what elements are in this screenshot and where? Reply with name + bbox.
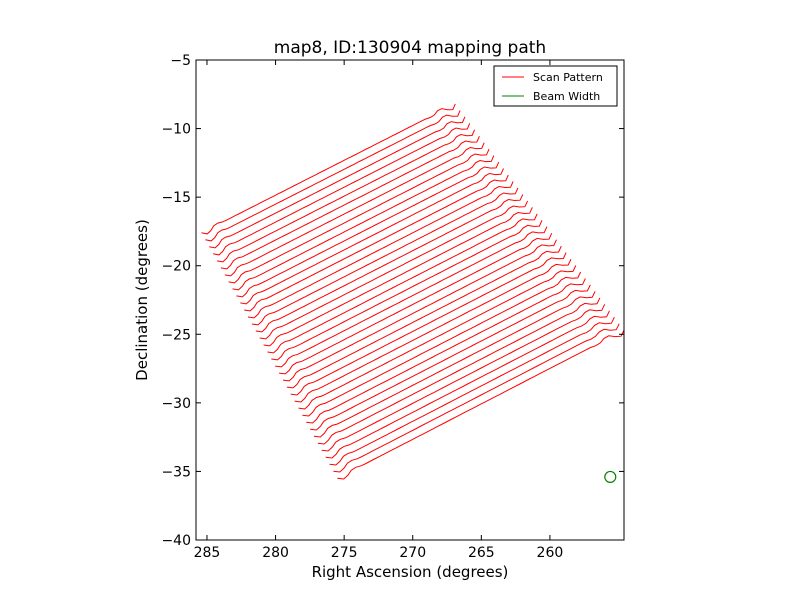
scan-line [263, 207, 533, 347]
x-tick-label: 275 [331, 545, 358, 561]
scan-line [271, 220, 543, 361]
scan-line [209, 116, 466, 249]
scan-line [321, 304, 606, 452]
beam-circle [604, 470, 617, 484]
legend-label-scan: Scan Pattern [533, 71, 603, 84]
y-tick-label: −40 [161, 533, 191, 549]
plot-frame [195, 59, 625, 541]
legend-label-beam: Beam Width [533, 90, 600, 103]
scan-line [302, 271, 582, 417]
scan-line [232, 155, 495, 291]
scan-line [224, 142, 485, 277]
scan-line [259, 200, 529, 340]
scan-line [205, 110, 461, 242]
y-axis: −5 −10 −15 −20 −25 −30 −35 −40 [161, 53, 624, 549]
scan-line [236, 161, 500, 298]
scan-pattern [201, 103, 624, 480]
scan-line [294, 258, 572, 403]
x-tick-label: 285 [194, 545, 221, 561]
x-tick-label: 265 [468, 545, 495, 561]
chart-title: map8, ID:130904 mapping path [274, 38, 546, 58]
y-tick-label: −20 [161, 259, 191, 275]
scan-line [251, 187, 519, 326]
scan-line [267, 213, 538, 354]
beam-width [604, 470, 617, 484]
scan-line [244, 174, 509, 312]
x-tick-label: 270 [399, 545, 426, 561]
scan-line [329, 316, 615, 466]
y-tick-label: −25 [161, 327, 191, 343]
y-tick-label: −30 [161, 396, 191, 412]
scan-line [306, 278, 586, 424]
x-tick-label: 280 [262, 545, 289, 561]
x-axis: 285 280 275 270 265 260 [194, 60, 564, 561]
scan-line [298, 265, 577, 410]
scan-line [279, 232, 553, 375]
scan-line [213, 123, 471, 256]
y-tick-label: −5 [170, 53, 191, 69]
y-tick-label: −15 [161, 190, 191, 206]
scan-line [310, 284, 591, 431]
legend-box [493, 65, 618, 107]
scan-line [337, 329, 624, 480]
scan-line [275, 226, 548, 368]
x-tick-label: 260 [537, 545, 564, 561]
scan-line [286, 245, 562, 389]
scan-line [325, 310, 610, 459]
legend: Scan Pattern Beam Width [493, 65, 618, 107]
scan-line [282, 239, 557, 382]
scan-line [228, 148, 490, 284]
scan-line [333, 323, 620, 473]
scan-line [255, 194, 524, 333]
scan-line [240, 168, 504, 305]
scan-line [201, 103, 456, 235]
x-axis-label: Right Ascension (degrees) [312, 563, 509, 581]
scan-line [216, 129, 476, 263]
scan-line [313, 291, 596, 438]
scan-line [247, 181, 514, 319]
y-tick-label: −10 [161, 122, 191, 138]
y-tick-label: −35 [161, 464, 191, 480]
scan-line [290, 252, 567, 396]
y-axis-label: Declination (degrees) [133, 219, 151, 381]
scan-line [317, 297, 601, 445]
scan-line [220, 136, 480, 270]
